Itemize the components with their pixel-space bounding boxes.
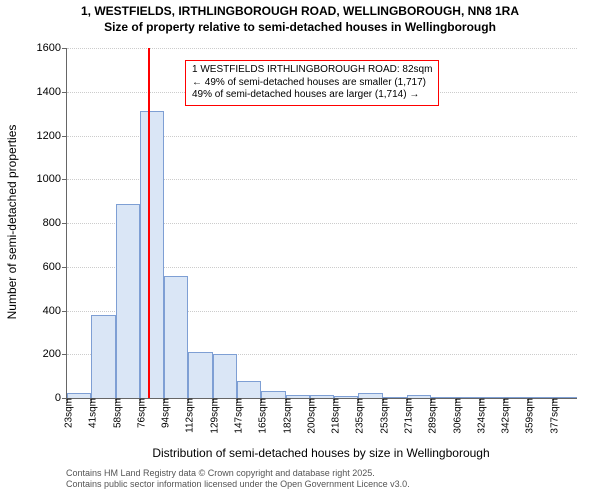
x-tick-label: 377sqm [545,398,560,434]
annotation-box: 1 WESTFIELDS IRTHLINGBOROUGH ROAD: 82sqm… [185,60,439,106]
x-tick-label: 271sqm [400,398,415,434]
plot-area: 0200400600800100012001400160023sqm41sqm5… [66,48,577,399]
x-tick-label: 112sqm [181,398,196,433]
x-tick-label: 359sqm [521,398,536,434]
x-tick-label: 200sqm [302,398,317,434]
x-tick-label: 289sqm [424,398,439,434]
y-tick-label: 400 [43,305,67,317]
chart-subtitle: Size of property relative to semi-detach… [0,20,600,36]
y-tick-label: 800 [43,217,67,229]
chart-container: 1, WESTFIELDS, IRTHLINGBOROUGH ROAD, WEL… [0,0,600,500]
grid-line [67,48,577,49]
x-tick-label: 129sqm [205,398,220,434]
x-axis-label: Distribution of semi-detached houses by … [66,446,576,460]
x-tick-label: 58sqm [108,398,123,428]
y-tick-label: 1600 [37,42,67,54]
y-tick-label: 1200 [37,130,67,142]
annotation-line: ← 49% of semi-detached houses are smalle… [192,77,432,90]
y-tick-label: 1000 [37,173,67,185]
histogram-bar [140,111,164,398]
histogram-bar [91,315,115,398]
x-tick-label: 147sqm [230,398,245,434]
x-tick-label: 235sqm [351,398,366,434]
y-tick-label: 600 [43,261,67,273]
x-tick-label: 76sqm [132,398,147,428]
x-tick-label: 165sqm [254,398,269,434]
annotation-line: 49% of semi-detached houses are larger (… [192,89,432,102]
x-tick-label: 342sqm [497,398,512,434]
x-tick-label: 182sqm [278,398,293,434]
x-tick-label: 324sqm [472,398,487,434]
histogram-bar [188,352,212,398]
x-tick-label: 23sqm [60,398,75,428]
histogram-bar [237,381,261,398]
indicator-line [148,48,150,398]
histogram-bar [116,204,140,398]
footer-line: Contains public sector information licen… [66,479,410,490]
footer-attribution: Contains HM Land Registry data © Crown c… [66,468,410,491]
footer-line: Contains HM Land Registry data © Crown c… [66,468,410,479]
x-tick-label: 41sqm [84,398,99,428]
y-tick-label: 1400 [37,86,67,98]
histogram-bar [164,276,188,399]
chart-title: 1, WESTFIELDS, IRTHLINGBOROUGH ROAD, WEL… [0,0,600,20]
annotation-line: 1 WESTFIELDS IRTHLINGBOROUGH ROAD: 82sqm [192,64,432,77]
x-tick-label: 253sqm [375,398,390,434]
x-tick-label: 218sqm [327,398,342,434]
y-axis-label: Number of semi-detached properties [5,122,19,322]
x-tick-label: 94sqm [157,398,172,428]
x-tick-label: 306sqm [448,398,463,434]
y-tick-label: 200 [43,348,67,360]
histogram-bar [213,354,237,398]
